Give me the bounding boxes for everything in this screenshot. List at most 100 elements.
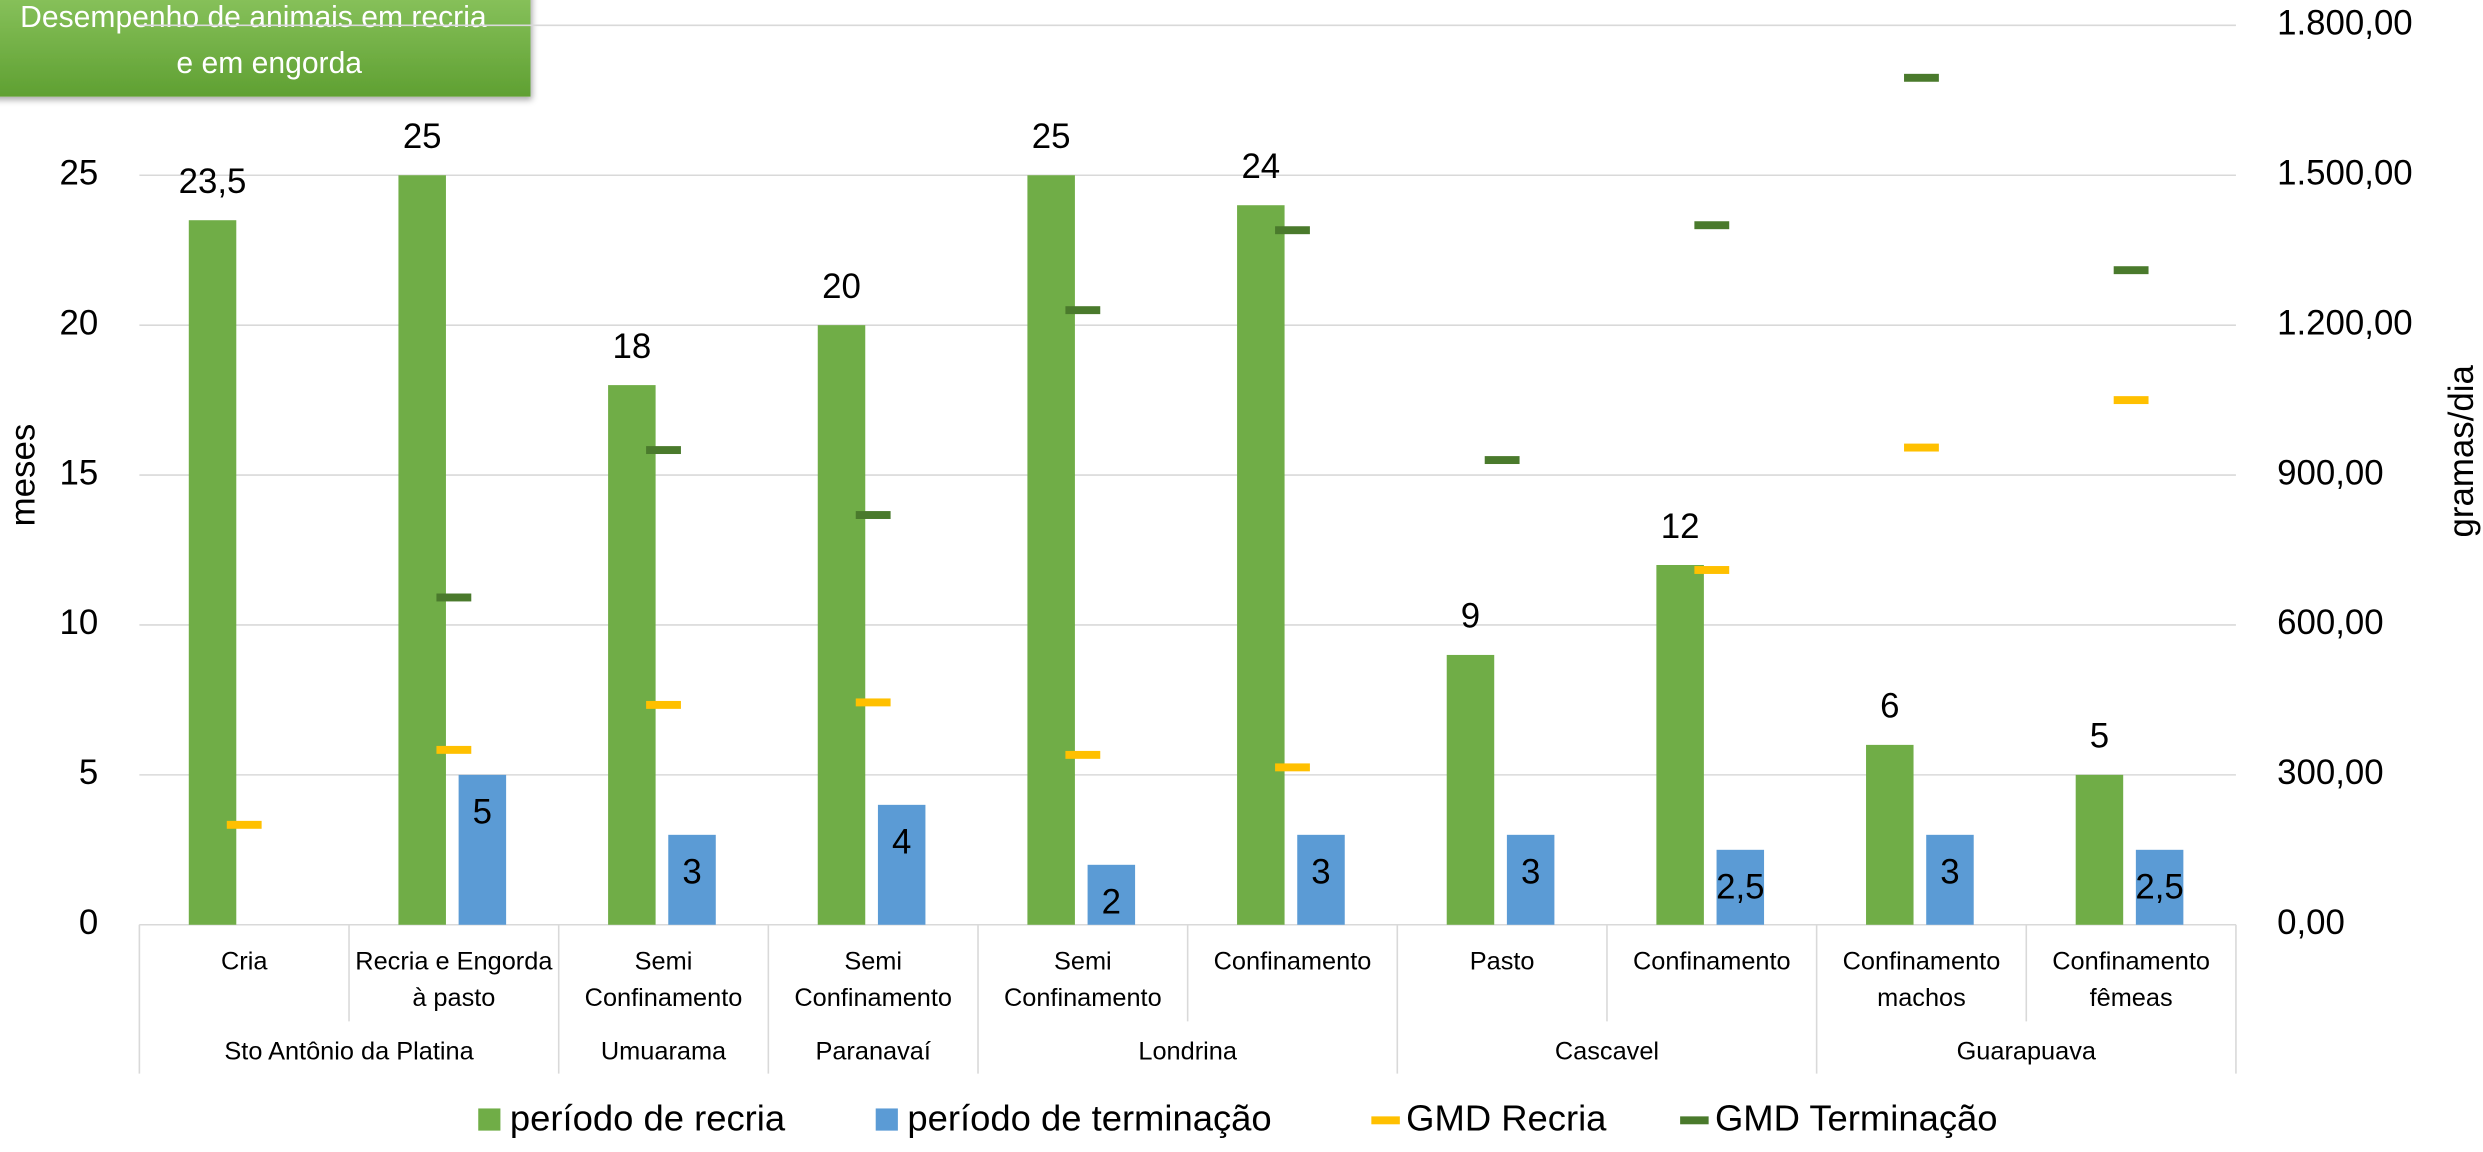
legend-swatch [478, 1108, 501, 1131]
y2-tick-label: 0,00 [2277, 903, 2345, 942]
group-label: Paranavaí [815, 1038, 930, 1066]
bar [608, 385, 656, 925]
y-tick-label: 20 [59, 303, 98, 342]
marker [2113, 266, 2149, 275]
y-axis-label: meses [4, 424, 43, 527]
bar [1716, 849, 1765, 925]
marker [1694, 566, 1730, 574]
marker [436, 593, 472, 602]
marker [1275, 763, 1310, 772]
data-label: 25 [1032, 117, 1071, 156]
y2-axis-label: gramas/dia [2442, 365, 2481, 538]
y-tick-label: 0 [79, 903, 98, 942]
legend-swatch [1680, 1116, 1709, 1125]
bar [1237, 205, 1285, 925]
x-tick-label: Pasto [1470, 947, 1535, 975]
legend-swatch [1371, 1116, 1400, 1125]
bar [877, 804, 926, 925]
data-label: 2,5 [2135, 868, 2183, 907]
data-label: 3 [1311, 853, 1330, 892]
legend-label: GMD Recria [1406, 1098, 1607, 1139]
x-tick-label: Confinamento [2052, 947, 2210, 975]
marker [1904, 73, 1939, 82]
chart-title: Desempenho de animais em recria [20, 1, 487, 34]
bar [1087, 864, 1136, 925]
data-label: 20 [822, 267, 861, 306]
legend-label: período de recria [510, 1098, 786, 1139]
x-tick-label: Confinamento [585, 984, 743, 1012]
marker [1694, 221, 1730, 230]
data-label: 18 [612, 327, 651, 366]
marker [226, 820, 262, 829]
x-tick-label: Confinamento [794, 984, 952, 1012]
bar [1446, 654, 1495, 925]
bar [188, 220, 237, 925]
bar [458, 774, 507, 925]
x-tick-label: Confinamento [1214, 947, 1372, 975]
y2-tick-label: 900,00 [2277, 453, 2384, 492]
bar [1866, 744, 1914, 925]
x-tick-label: Cria [221, 947, 268, 975]
legend-swatch [875, 1108, 898, 1131]
data-label: 5 [473, 793, 492, 832]
y2-tick-label: 600,00 [2277, 603, 2384, 642]
bar [1506, 834, 1555, 925]
x-tick-label: Semi [1054, 947, 1112, 975]
bar [2135, 849, 2184, 925]
data-label: 24 [1241, 147, 1280, 186]
bar [1926, 834, 1974, 925]
data-label: 3 [682, 853, 701, 892]
group-label: Umuarama [601, 1038, 727, 1066]
marker [1275, 226, 1310, 235]
y2-tick-label: 1.800,00 [2277, 4, 2413, 43]
x-tick-label: fêmeas [2090, 984, 2173, 1012]
data-label: 4 [892, 823, 911, 862]
x-tick-label: à pasto [412, 984, 495, 1012]
bar [1297, 834, 1345, 925]
data-label: 6 [1880, 687, 1899, 726]
y-tick-label: 15 [59, 453, 98, 492]
marker [855, 511, 891, 519]
y-tick-label: 5 [79, 753, 98, 792]
marker [1065, 306, 1101, 315]
marker [855, 698, 891, 707]
data-label: 9 [1461, 597, 1480, 636]
bar [398, 175, 446, 925]
legend-label: GMD Terminação [1715, 1098, 1998, 1139]
group-label: Londrina [1138, 1038, 1237, 1066]
legend-label: período de terminação [907, 1098, 1271, 1139]
marker [646, 446, 681, 455]
data-label: 25 [403, 117, 442, 156]
data-label: 2 [1102, 883, 1121, 922]
marker [1904, 443, 1939, 452]
bar [668, 834, 716, 925]
y2-tick-label: 1.200,00 [2277, 303, 2413, 342]
data-label: 5 [2090, 717, 2109, 756]
x-tick-label: Confinamento [1633, 947, 1791, 975]
y2-tick-label: 1.500,00 [2277, 153, 2413, 192]
title-box [0, 0, 531, 97]
group-label: Guarapuava [1957, 1038, 2097, 1066]
x-tick-label: Confinamento [1004, 984, 1162, 1012]
marker [1065, 750, 1101, 759]
x-tick-label: Semi [635, 947, 693, 975]
x-tick-label: Confinamento [1843, 947, 2001, 975]
group-label: Cascavel [1555, 1038, 1659, 1066]
data-label: 23,5 [179, 162, 247, 201]
data-label: 3 [1940, 853, 1959, 892]
bar [2075, 774, 2124, 925]
data-label: 12 [1661, 507, 1700, 546]
data-label: 3 [1521, 853, 1540, 892]
bar [1656, 564, 1704, 925]
y-tick-label: 25 [59, 153, 98, 192]
x-tick-label: Recria e Engorda [355, 947, 553, 975]
bar [817, 325, 866, 925]
marker [2113, 396, 2149, 405]
bar [1027, 175, 1075, 925]
x-tick-label: Semi [844, 947, 902, 975]
y2-tick-label: 300,00 [2277, 753, 2384, 792]
x-tick-label: machos [1877, 984, 1966, 1012]
marker [436, 745, 472, 754]
